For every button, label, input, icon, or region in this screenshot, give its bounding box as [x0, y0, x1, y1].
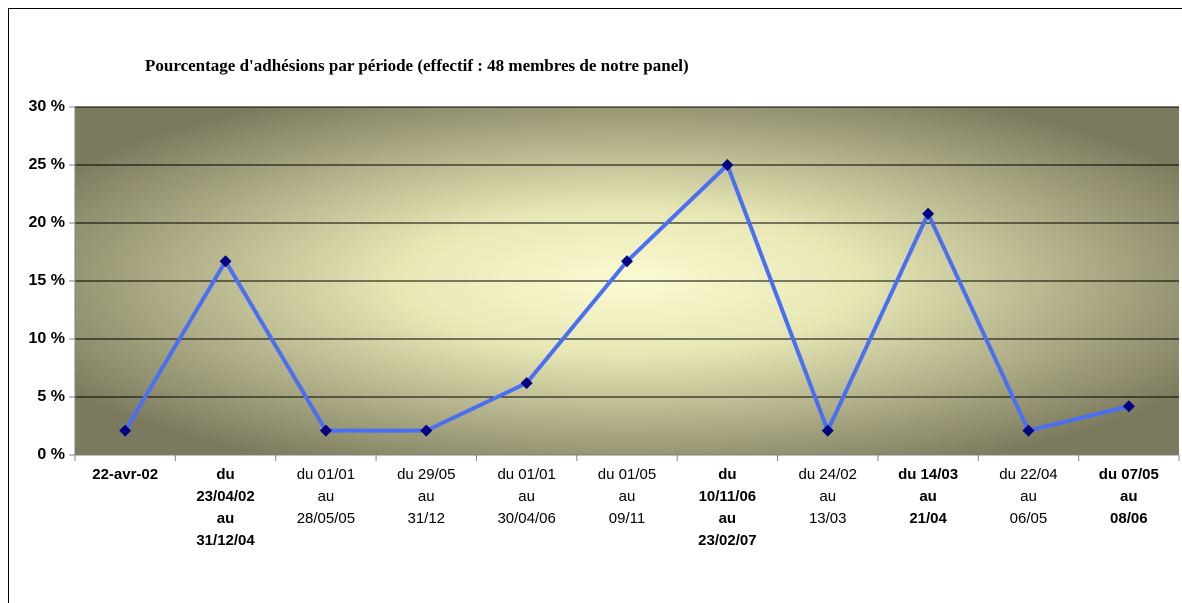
y-tick-label: 10 % — [29, 330, 65, 347]
x-tick-label-line: au — [1020, 488, 1037, 505]
x-tick-label-line: 30/04/06 — [497, 510, 555, 527]
x-tick-label: 22-avr-02 — [92, 466, 158, 483]
x-tick-label: du 24/02 au 13/03 — [799, 466, 857, 527]
x-tick-label-line: du 07/05 — [1099, 466, 1159, 483]
data-point — [1122, 400, 1135, 413]
x-tick-label-line: 09/11 — [609, 510, 645, 527]
x-tick-label-line: 22-avr-02 — [92, 466, 158, 483]
x-tick-label-line: au — [819, 488, 836, 505]
x-tick-label-line: du — [216, 466, 234, 483]
y-tick-label: 30 % — [29, 98, 65, 115]
y-tick-label: 5 % — [37, 388, 65, 405]
data-point — [922, 207, 935, 220]
x-tick-label-line: du — [718, 466, 736, 483]
data-point — [721, 159, 734, 171]
data-point — [1022, 424, 1035, 437]
x-tick-label-line: du 14/03 — [898, 466, 958, 483]
x-tick-label-line: au — [919, 488, 937, 505]
x-tick-label-line: au — [217, 510, 235, 527]
x-tick-label-line: au — [418, 488, 435, 505]
x-tick-label-line: 31/12 — [407, 510, 445, 527]
x-tick-label: du 10/11/06 au 23/02/07 — [698, 466, 756, 549]
x-tick-label-line: au — [1120, 488, 1138, 505]
x-tick-label: du 14/03 au 21/04 — [898, 466, 958, 527]
x-tick-label-line: au — [318, 488, 335, 505]
x-tick-label-line: du 01/01 — [497, 466, 555, 483]
x-tick-label-line: du 24/02 — [799, 466, 857, 483]
x-tick-label-line: 08/06 — [1110, 510, 1148, 527]
data-point — [219, 255, 232, 268]
x-tick-label-line: au — [518, 488, 535, 505]
y-tick-label: 25 % — [29, 156, 65, 173]
x-tick-label: du 23/04/02 au 31/12/04 — [196, 466, 255, 549]
x-tick-label-line: 21/04 — [909, 510, 947, 527]
x-tick-label-line: du 01/01 — [297, 466, 355, 483]
y-tick-label: 0 % — [37, 446, 65, 463]
x-tick-label-line: 10/11/06 — [699, 488, 757, 505]
data-point — [420, 424, 433, 437]
x-tick-label: du 22/04 au 06/05 — [999, 466, 1057, 527]
x-tick-label-line: au — [619, 488, 636, 505]
x-tick-label-line: du 22/04 — [999, 466, 1057, 483]
x-tick-label: du 07/05 au 08/06 — [1099, 466, 1159, 527]
x-tick-label: du 01/05 au 09/11 — [598, 466, 656, 527]
data-point — [621, 255, 633, 268]
chart-title: Pourcentage d'adhésions par période (eff… — [145, 56, 689, 75]
data-point — [119, 424, 132, 437]
x-tick-label-line: 28/05/05 — [297, 510, 355, 527]
x-tick-label: du 01/01 au 30/04/06 — [497, 466, 555, 527]
x-tick-label: du 01/01 au 28/05/05 — [297, 466, 355, 527]
data-point — [520, 377, 533, 390]
x-tick-label-line: 06/05 — [1010, 510, 1048, 527]
y-tick-label: 15 % — [29, 272, 65, 289]
x-tick-label-line: 23/02/07 — [698, 532, 756, 549]
x-tick-label-line: du 29/05 — [397, 466, 455, 483]
x-tick-label-line: au — [719, 510, 737, 527]
chart-border — [8, 8, 1182, 603]
x-tick-label: du 29/05 au 31/12 — [397, 466, 455, 527]
data-point — [821, 424, 834, 437]
x-tick-label-line: 31/12/04 — [196, 532, 255, 549]
x-tick-label-line: du 01/05 — [598, 466, 656, 483]
y-tick-label: 20 % — [29, 214, 65, 231]
x-tick-label-line: 13/03 — [809, 510, 847, 527]
x-tick-label-line: 23/04/02 — [196, 488, 254, 505]
data-point — [319, 424, 332, 437]
